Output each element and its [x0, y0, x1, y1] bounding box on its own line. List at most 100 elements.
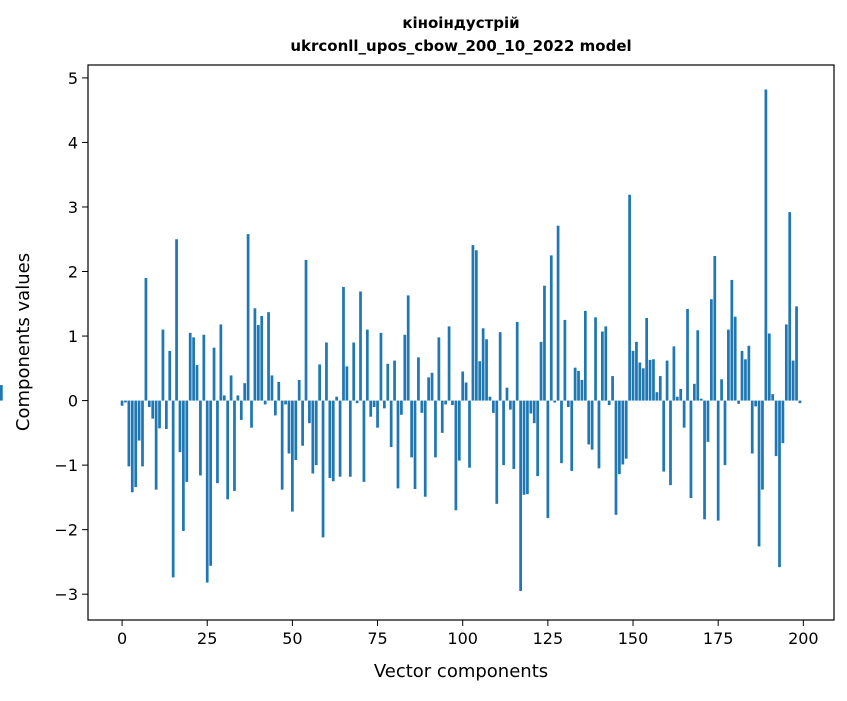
bar-32	[229, 375, 233, 401]
x-tick-label: 50	[282, 629, 302, 648]
bar-10	[154, 400, 158, 490]
bar-178	[727, 329, 730, 401]
bar-83	[403, 334, 407, 401]
bar-101	[464, 382, 468, 401]
y-tick-label: 1	[68, 327, 78, 346]
bar-129	[560, 400, 563, 464]
plot-frame	[87, 64, 835, 621]
y-axis-ticks: −3 −2 −1 0 1 2 3 4 5	[54, 69, 88, 604]
bar-117	[519, 400, 522, 591]
bar-1	[124, 400, 127, 403]
bar-142	[604, 326, 608, 401]
bar-9	[151, 400, 155, 419]
bar-89	[423, 400, 427, 497]
bar-8	[147, 400, 151, 408]
bar-79	[389, 400, 393, 448]
x-tick-label: 0	[117, 629, 127, 648]
bar-65	[342, 287, 345, 401]
bar-69	[355, 400, 359, 404]
bar-192	[774, 400, 778, 457]
bar-171	[703, 400, 706, 520]
bar-197	[791, 360, 795, 401]
bar-106	[481, 328, 485, 401]
bar-187	[757, 400, 761, 547]
y-tick-label: 2	[68, 263, 78, 282]
bar-59	[321, 400, 325, 538]
bar-17	[178, 400, 182, 453]
bar-60	[325, 342, 328, 401]
bar-118	[522, 400, 526, 495]
bar-3	[130, 400, 134, 493]
bar-162	[672, 346, 676, 401]
bar-107	[485, 339, 488, 401]
x-tick-label: 125	[533, 629, 564, 648]
bar-series	[0, 89, 802, 591]
bar-115	[512, 400, 516, 469]
bar-172	[706, 400, 710, 442]
bar-109	[492, 400, 495, 413]
bar-161	[669, 400, 672, 486]
x-tick-label: 100	[447, 629, 478, 648]
bar-61	[328, 400, 332, 479]
x-tick-label: 150	[618, 629, 649, 648]
bar-54	[304, 259, 308, 401]
bar-183	[744, 359, 747, 401]
bar-56	[311, 400, 315, 474]
bar-112	[502, 400, 505, 466]
bar-23	[199, 400, 202, 476]
bar-131	[566, 400, 570, 408]
bar-27	[212, 347, 216, 401]
bar-123	[539, 341, 543, 401]
bar-148	[624, 400, 628, 459]
bar-77	[382, 400, 386, 409]
bar-41	[260, 316, 264, 401]
bar-199	[798, 400, 802, 404]
bar-21	[192, 337, 195, 401]
bar-179	[730, 279, 734, 401]
bar-170	[699, 398, 703, 401]
bar-105	[478, 361, 482, 401]
bar-72	[365, 329, 369, 401]
y-tick-label: 4	[68, 133, 78, 152]
x-axis-ticks: 0 25 50 75 100 125 150 175 200	[117, 620, 819, 648]
bar-168	[692, 383, 696, 401]
bar-42	[263, 400, 267, 405]
bar-127	[553, 400, 557, 403]
bar-116	[515, 321, 519, 401]
bar-78	[386, 363, 390, 401]
bar-0	[120, 400, 124, 406]
bar-194	[781, 400, 785, 444]
bar-166	[686, 308, 689, 401]
bar-198	[795, 306, 798, 401]
bar-22	[195, 365, 199, 401]
bar-39	[253, 308, 257, 401]
y-tick-label: 3	[68, 198, 78, 217]
bar-67	[348, 400, 352, 477]
bar-135	[580, 379, 584, 401]
x-tick-label: 75	[367, 629, 387, 648]
bar-26	[209, 400, 212, 566]
bar-130	[563, 319, 567, 401]
bar-185	[750, 400, 754, 454]
bar-144	[611, 376, 614, 401]
bar-51	[294, 400, 298, 460]
bar-25	[205, 400, 209, 583]
bar-186	[754, 400, 758, 407]
bar-124	[543, 285, 546, 401]
bar-111	[498, 332, 502, 401]
bar-46	[277, 381, 281, 401]
bar-167	[689, 400, 693, 499]
bar-14	[168, 350, 172, 401]
bar-190	[767, 333, 771, 401]
bar-29	[219, 324, 223, 401]
bar-103	[471, 245, 475, 401]
bar-121	[532, 400, 536, 424]
bar-189	[764, 89, 768, 401]
y-tick-label: 5	[68, 69, 78, 88]
bar-132	[570, 400, 574, 471]
bar-149	[628, 194, 631, 401]
bar-177	[723, 400, 727, 466]
bar-47	[280, 400, 284, 490]
bar-82	[400, 400, 403, 415]
bar-11	[158, 400, 161, 429]
